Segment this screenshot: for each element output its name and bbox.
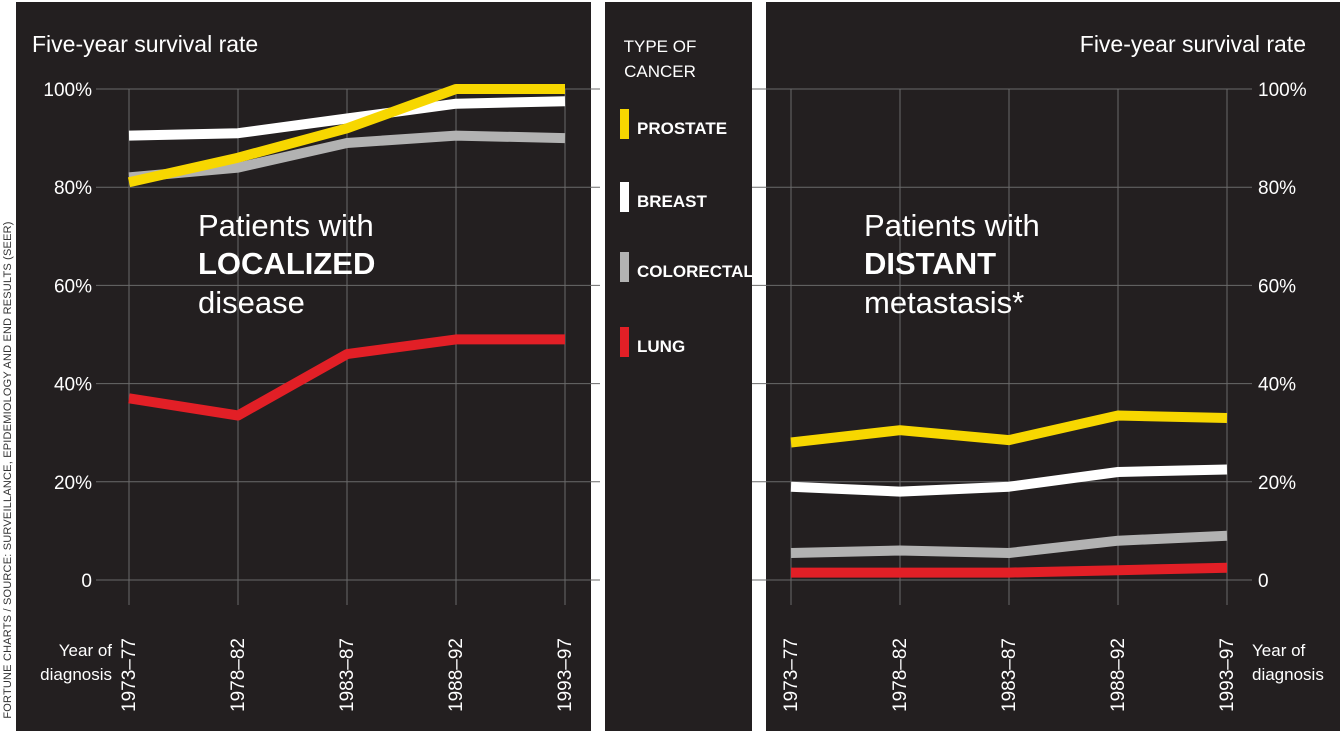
series-line-prostate (127, 84, 565, 188)
x-tick-label: 1978–82 (228, 638, 249, 712)
y-tick-label: 40% (1258, 375, 1296, 396)
x-axis-label-line-1: Year of (1252, 641, 1306, 660)
annotation-line-1: Patients with (198, 208, 374, 243)
y-tick-label: 20% (1258, 473, 1296, 494)
y-tick-label: 100% (43, 80, 92, 101)
chart-title: Five-year survival rate (1080, 31, 1306, 57)
left-panel-background (16, 2, 591, 731)
y-tick-label: 0 (81, 571, 92, 592)
series-line-colorectal (790, 530, 1228, 558)
legend-panel-background (605, 2, 752, 731)
x-tick-label: 1973–77 (781, 638, 802, 712)
cancer-type-legend: PROSTATE BREAST COLORECTAL LUNG (620, 109, 754, 357)
chart-title: Five-year survival rate (32, 31, 258, 57)
annotation-line-2: DISTANT (864, 246, 996, 281)
annotation-line-1: Patients with (864, 208, 1040, 243)
y-tick-label: 0 (1258, 571, 1269, 592)
x-tick-label: 1983–87 (999, 638, 1020, 712)
annotation-line-2: LOCALIZED (198, 246, 375, 281)
x-tick-label: 1993–97 (555, 638, 576, 712)
legend-label-breast: BREAST (637, 192, 708, 211)
legend-swatch-breast (620, 182, 629, 212)
legend-label-colorectal: COLORECTAL (637, 262, 754, 281)
x-axis-label-line-2: diagnosis (1252, 665, 1324, 684)
legend-title-line-1: TYPE OF (624, 37, 697, 56)
x-tick-label: 1993–97 (1217, 638, 1238, 712)
legend-swatch-prostate (620, 109, 629, 139)
y-tick-label: 20% (54, 473, 92, 494)
y-tick-label: 100% (1258, 80, 1307, 101)
x-tick-label: 1988–92 (446, 638, 467, 712)
localized-disease-chart: 100% 80% 60% 40% 20% 0 1973–77 1978–82 1983–87 19… (32, 31, 600, 712)
right-panel-background (766, 2, 1340, 731)
y-tick-label: 60% (1258, 276, 1296, 297)
legend-swatch-lung (620, 327, 629, 357)
y-tick-label: 60% (54, 276, 92, 297)
y-tick-label: 80% (1258, 178, 1296, 199)
legend-swatch-colorectal (620, 252, 629, 282)
x-axis-label-line-1: Year of (59, 641, 113, 660)
x-tick-label: 1983–87 (337, 638, 358, 712)
series-line-lung (128, 334, 565, 421)
annotation-line-3: metastasis* (864, 285, 1024, 320)
y-tick-label: 40% (54, 375, 92, 396)
annotation-line-3: disease (198, 285, 305, 320)
series-line-lung (791, 562, 1228, 578)
x-tick-label: 1988–92 (1108, 638, 1129, 712)
x-tick-label: 1973–77 (119, 638, 140, 712)
distant-metastasis-chart: 100% 80% 60% 40% 20% 0 1973–77 1978–82 1983–87 19… (752, 31, 1324, 712)
x-axis-label-line-2: diagnosis (40, 665, 112, 684)
x-tick-label: 1978–82 (890, 638, 911, 712)
series-line-prostate (790, 410, 1228, 448)
legend-title-line-2: CANCER (624, 62, 696, 81)
legend-label-lung: LUNG (637, 337, 685, 356)
y-tick-label: 80% (54, 178, 92, 199)
series-line-breast (790, 464, 1228, 497)
series-line-breast (128, 96, 566, 141)
legend-label-prostate: PROSTATE (637, 119, 727, 138)
